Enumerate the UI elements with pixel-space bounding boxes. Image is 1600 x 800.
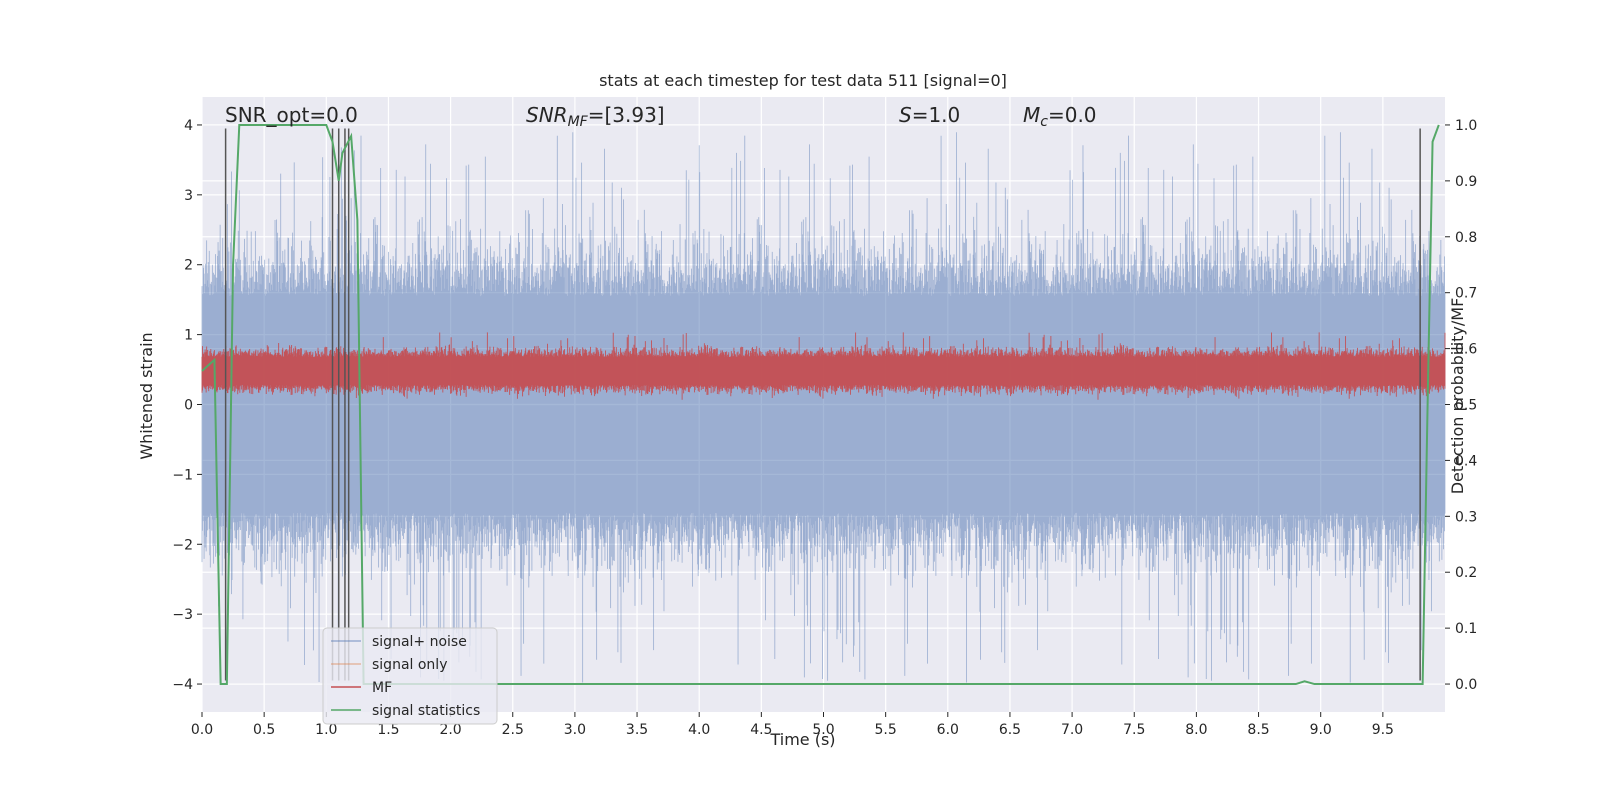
legend-label-signal-statistics: signal statistics bbox=[372, 703, 480, 719]
x-tick-label: 8.5 bbox=[1247, 722, 1269, 738]
chart-title: stats at each timestep for test data 511… bbox=[599, 71, 1007, 90]
x-tick-label: 8.0 bbox=[1185, 722, 1207, 738]
y2-axis-label: Detection probability/MF bbox=[1448, 298, 1467, 495]
y2-tick-label: 0.4 bbox=[1455, 453, 1477, 469]
y-tick-label: 3 bbox=[184, 188, 193, 204]
x-tick-label: 4.5 bbox=[750, 722, 772, 738]
y2-tick-label: 0.6 bbox=[1455, 342, 1477, 358]
annotation-mc-value: =0.0 bbox=[1048, 103, 1097, 127]
annotation-mc: Mc=0.0 bbox=[1023, 103, 1097, 130]
y2-tick-label: 0.5 bbox=[1455, 398, 1477, 414]
vertical-lines bbox=[224, 128, 1421, 681]
y2-tick-label: 0.2 bbox=[1455, 565, 1477, 581]
x-tick-label: 2.5 bbox=[502, 722, 524, 738]
y2-tick-label: 0.7 bbox=[1455, 286, 1477, 302]
y-tick-label: 1 bbox=[184, 328, 193, 344]
y2-tick-label: 0.1 bbox=[1455, 621, 1477, 637]
series-signal-noise bbox=[201, 132, 1446, 683]
y2-tick-label: 0.8 bbox=[1455, 230, 1477, 246]
annotation-s-label: S bbox=[899, 103, 912, 127]
x-tick-label: 3.0 bbox=[564, 722, 586, 738]
annotation-snr-mf-value: =[3.93] bbox=[588, 103, 665, 127]
legend-label-signal-noise: signal+ noise bbox=[372, 634, 467, 650]
annotation-s: S=1.0 bbox=[899, 103, 960, 127]
x-tick-label: 0.0 bbox=[191, 722, 213, 738]
x-tick-label: 2.0 bbox=[439, 722, 461, 738]
annotation-snr-mf: SNRMF=[3.93] bbox=[526, 103, 665, 130]
x-tick-label: 1.5 bbox=[377, 722, 399, 738]
x-tick-label: 5.5 bbox=[875, 722, 897, 738]
x-tick-label: 1.0 bbox=[315, 722, 337, 738]
annotation-mc-label: M bbox=[1023, 103, 1040, 127]
noise-trace bbox=[201, 132, 1446, 683]
annotation-snr-mf-label: SNR bbox=[526, 103, 568, 127]
legend-label-signal-only: signal only bbox=[372, 657, 447, 673]
y-tick-label: 4 bbox=[184, 118, 193, 134]
y2-tick-label: 0.0 bbox=[1455, 677, 1477, 693]
x-tick-label: 6.0 bbox=[937, 722, 959, 738]
mf-trace bbox=[201, 332, 1446, 400]
y-tick-label: 0 bbox=[184, 398, 193, 414]
x-axis-label: Time (s) bbox=[769, 730, 835, 749]
x-tick-label: 0.5 bbox=[253, 722, 275, 738]
x-tick-label: 7.5 bbox=[1123, 722, 1145, 738]
annotation-mc-sub: c bbox=[1040, 114, 1048, 130]
x-tick-label: 9.5 bbox=[1372, 722, 1394, 738]
annotation-snr-opt: SNR_opt=0.0 bbox=[225, 103, 358, 127]
legend: signal+ noise signal only MF signal stat… bbox=[322, 627, 498, 725]
y2-tick-label: 0.3 bbox=[1455, 509, 1477, 525]
annotation-s-value: =1.0 bbox=[912, 103, 961, 127]
y-tick-label: −4 bbox=[172, 677, 193, 693]
tick-labels: 0.0 0.5 1.0 1.5 2.0 2.5 3.0 3.5 4.0 4.5 5.0 5.5 6.0 6… bbox=[172, 118, 1477, 738]
y-tick-label: −2 bbox=[172, 537, 193, 553]
y-tick-label: −3 bbox=[172, 607, 193, 623]
x-tick-label: 5.0 bbox=[812, 722, 834, 738]
x-tick-label: 9.0 bbox=[1310, 722, 1332, 738]
x-tick-label: 4.0 bbox=[688, 722, 710, 738]
y-tick-label: 2 bbox=[184, 258, 193, 274]
legend-label-mf: MF bbox=[372, 680, 392, 696]
x-tick-label: 3.5 bbox=[626, 722, 648, 738]
y-axis-label: Whitened strain bbox=[137, 332, 156, 459]
y-tick-label: −1 bbox=[172, 467, 193, 483]
annotation-snr-mf-sub: MF bbox=[568, 114, 589, 130]
x-tick-label: 7.0 bbox=[1061, 722, 1083, 738]
y2-tick-label: 1.0 bbox=[1455, 118, 1477, 134]
legend-box bbox=[322, 627, 498, 725]
y2-tick-label: 0.9 bbox=[1455, 174, 1477, 190]
x-tick-label: 6.5 bbox=[999, 722, 1021, 738]
series-mf bbox=[201, 332, 1446, 400]
